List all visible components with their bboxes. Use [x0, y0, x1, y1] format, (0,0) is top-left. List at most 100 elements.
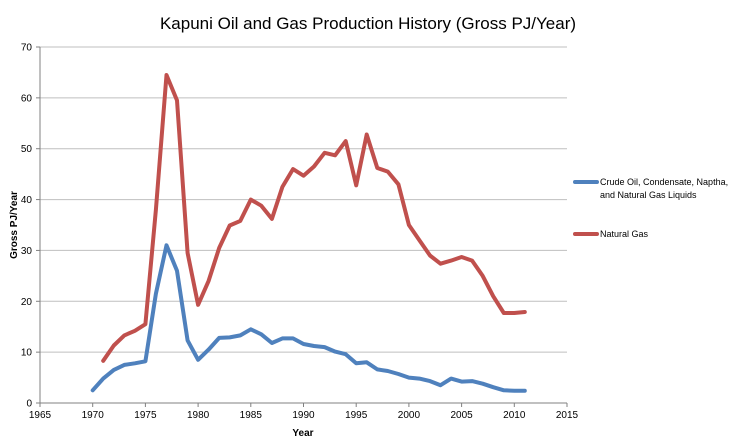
y-tick-label: 60	[21, 93, 33, 104]
x-tick-label: 1970	[82, 410, 105, 421]
series-lines	[90, 73, 527, 393]
x-tick-label: 2010	[503, 410, 526, 421]
data-point-0	[238, 333, 242, 337]
data-point-1	[460, 255, 464, 259]
data-point-1	[344, 139, 348, 143]
data-point-1	[375, 166, 379, 170]
x-tick-label: 1965	[29, 410, 52, 421]
legend: Crude Oil, Condensate, Naptha, and Natura…	[573, 177, 728, 239]
data-point-1	[122, 333, 126, 337]
data-point-0	[365, 360, 369, 364]
data-point-1	[280, 185, 284, 189]
data-point-0	[491, 385, 495, 389]
data-point-0	[323, 345, 327, 349]
data-point-0	[207, 348, 211, 352]
y-tick-label: 20	[21, 297, 33, 308]
data-point-0	[417, 377, 421, 381]
data-point-1	[143, 322, 147, 326]
x-tick-label: 1975	[134, 410, 157, 421]
y-tick-label: 30	[21, 246, 33, 257]
data-point-1	[175, 98, 179, 102]
axes: 0 10 20 30 40 50 60 70 1965 1970 1975 1980 1985 1990 1…	[21, 43, 579, 422]
data-point-0	[143, 359, 147, 363]
chart-title: Kapuni Oil and Gas Production History (G…	[160, 14, 576, 33]
data-point-1	[217, 246, 221, 250]
data-point-1	[154, 208, 158, 212]
data-point-1	[238, 219, 242, 223]
data-point-0	[523, 389, 527, 393]
data-point-1	[502, 311, 506, 315]
data-point-1	[196, 303, 200, 307]
data-point-1	[512, 311, 516, 315]
data-point-1	[249, 198, 253, 202]
data-point-1	[207, 279, 211, 283]
data-point-0	[302, 342, 306, 346]
x-tick-label: 1985	[240, 410, 263, 421]
series-line-0	[90, 243, 527, 393]
data-point-0	[344, 352, 348, 356]
data-point-1	[407, 223, 411, 227]
data-point-1	[354, 183, 358, 187]
data-point-1	[270, 217, 274, 221]
data-point-1	[259, 204, 263, 208]
data-point-1	[333, 153, 337, 157]
data-point-0	[154, 292, 158, 296]
legend-label-0: Crude Oil, Condensate, Naptha,	[600, 177, 728, 187]
data-point-0	[175, 269, 179, 273]
y-tick-label: 10	[21, 348, 33, 359]
data-point-0	[133, 361, 137, 365]
data-point-0	[122, 363, 126, 367]
data-point-0	[354, 361, 358, 365]
data-point-0	[312, 344, 316, 348]
data-point-1	[428, 254, 432, 258]
data-point-0	[164, 243, 168, 247]
data-point-0	[112, 368, 116, 372]
data-point-0	[91, 388, 95, 392]
data-point-0	[470, 379, 474, 383]
data-point-0	[249, 327, 253, 331]
data-point-1	[365, 132, 369, 136]
x-axis-label: Year	[292, 428, 313, 439]
y-tick-label: 40	[21, 195, 33, 206]
data-point-0	[502, 388, 506, 392]
x-tick-label: 2005	[450, 410, 473, 421]
data-point-0	[291, 336, 295, 340]
y-tick-label: 70	[21, 43, 33, 54]
data-point-1	[470, 259, 474, 263]
data-point-0	[333, 350, 337, 354]
data-point-0	[481, 382, 485, 386]
data-point-0	[512, 389, 516, 393]
legend-label-1: Natural Gas	[600, 229, 649, 239]
x-tick-label: 1980	[187, 410, 210, 421]
gridlines	[40, 46, 567, 353]
y-tick-label: 50	[21, 144, 33, 155]
data-point-0	[196, 358, 200, 362]
y-tick-label: 0	[26, 399, 32, 410]
data-point-1	[417, 238, 421, 242]
x-tick-label: 1990	[292, 410, 315, 421]
data-point-0	[449, 377, 453, 381]
x-tick-label: 2015	[556, 410, 579, 421]
data-point-0	[259, 332, 263, 336]
data-point-1	[291, 167, 295, 171]
data-point-1	[396, 182, 400, 186]
data-point-0	[270, 341, 274, 345]
data-point-0	[217, 336, 221, 340]
data-point-1	[302, 174, 306, 178]
data-point-1	[523, 310, 527, 314]
data-point-1	[133, 329, 137, 333]
data-point-0	[280, 336, 284, 340]
data-point-0	[407, 376, 411, 380]
series-line-1	[101, 73, 527, 363]
x-tick-label: 2000	[398, 410, 421, 421]
data-point-0	[375, 367, 379, 371]
data-point-1	[164, 73, 168, 77]
data-point-1	[491, 294, 495, 298]
y-axis-label: Gross PJ/Year	[9, 191, 20, 259]
data-point-1	[112, 344, 116, 348]
x-tick-label: 1995	[345, 410, 368, 421]
data-point-1	[386, 170, 390, 174]
data-point-1	[323, 151, 327, 155]
